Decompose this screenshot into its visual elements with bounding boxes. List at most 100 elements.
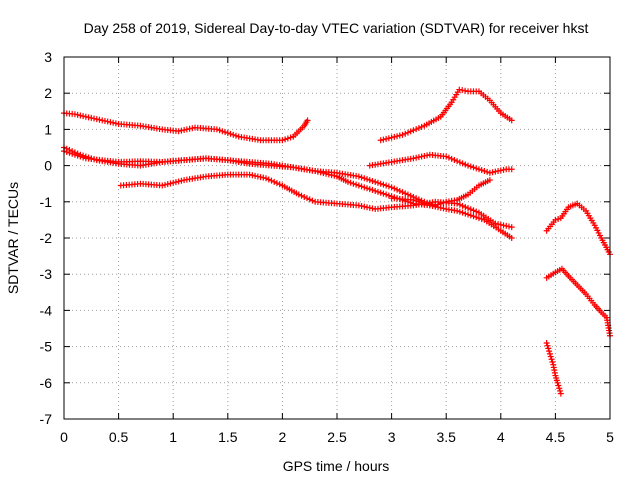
data-point	[462, 204, 469, 211]
chart-title: Day 258 of 2019, Sidereal Day-to-day VTE…	[84, 20, 589, 36]
x-tick-label: 0	[60, 429, 68, 445]
data-point	[492, 168, 499, 175]
data-point	[399, 131, 406, 138]
data-point	[213, 126, 220, 133]
data-point	[454, 158, 461, 165]
data-point	[96, 116, 103, 123]
data-point	[347, 179, 354, 186]
data-point	[355, 173, 362, 180]
data-point	[361, 203, 368, 210]
data-point	[557, 390, 564, 397]
data-point	[424, 152, 431, 159]
x-axis-label: GPS time / hours	[283, 458, 390, 474]
data-point	[304, 117, 311, 124]
data-point	[385, 192, 392, 199]
data-point	[484, 168, 491, 175]
data-point	[410, 127, 417, 134]
data-point	[385, 135, 392, 142]
data-point	[186, 125, 193, 132]
data-point	[358, 174, 365, 181]
data-point	[309, 197, 316, 204]
data-point	[366, 186, 373, 193]
data-point	[486, 169, 493, 176]
data-point	[394, 186, 401, 193]
data-point	[164, 181, 171, 188]
data-point	[475, 215, 482, 222]
data-point	[552, 216, 559, 223]
data-point	[451, 156, 458, 163]
data-point	[361, 175, 368, 182]
data-point	[227, 130, 234, 137]
data-point	[364, 176, 371, 183]
y-tick-label: -3	[40, 266, 53, 282]
data-point	[85, 154, 92, 161]
data-point	[80, 152, 87, 159]
x-tick-label: 2.5	[327, 429, 347, 445]
data-point	[366, 204, 373, 211]
y-axis-label: SDTVAR / TECUs	[5, 182, 21, 294]
data-point	[383, 135, 390, 142]
data-point	[232, 132, 239, 139]
data-point	[402, 190, 409, 197]
data-point	[369, 205, 376, 212]
data-point	[473, 214, 480, 221]
data-point	[230, 131, 237, 138]
data-point	[486, 177, 493, 184]
data-point	[478, 215, 485, 222]
data-point	[380, 181, 387, 188]
data-point	[467, 163, 474, 170]
data-point	[495, 168, 502, 175]
x-tick-label: 3.5	[436, 429, 456, 445]
data-point	[366, 177, 373, 184]
data-point	[432, 203, 439, 210]
data-point	[69, 148, 76, 155]
axis-ticks	[63, 56, 611, 420]
data-point	[445, 154, 452, 161]
data-point	[503, 222, 510, 229]
data-point	[391, 133, 398, 140]
data-point	[344, 178, 351, 185]
data-point	[355, 202, 362, 209]
data-point	[99, 117, 106, 124]
data-point	[91, 156, 98, 163]
data-point	[254, 173, 261, 180]
data-point	[282, 136, 289, 143]
data-point	[495, 221, 502, 228]
data-point	[80, 113, 87, 120]
data-point	[459, 202, 466, 209]
data-point	[413, 154, 420, 161]
data-point	[465, 162, 472, 169]
x-tick-label: 4	[497, 429, 505, 445]
data-point	[74, 150, 81, 157]
data-point	[543, 339, 550, 346]
data-point	[407, 128, 414, 135]
data-point	[475, 166, 482, 173]
data-point	[88, 114, 95, 121]
data-point	[279, 137, 286, 144]
data-point	[66, 146, 73, 153]
data-point	[369, 187, 376, 194]
data-point	[265, 176, 272, 183]
data-point	[555, 382, 562, 389]
data-point	[424, 201, 431, 208]
data-point	[252, 172, 259, 179]
data-point	[175, 178, 182, 185]
y-tick-label: -4	[40, 302, 53, 318]
data-point	[374, 188, 381, 195]
data-point	[257, 174, 264, 181]
data-point	[394, 133, 401, 140]
series-arc-i	[543, 200, 613, 258]
data-point	[396, 132, 403, 139]
y-tick-label: 1	[44, 121, 52, 137]
series-arc-a	[61, 110, 311, 144]
data-point	[374, 179, 381, 186]
y-tick-label: -2	[40, 230, 53, 246]
data-point	[271, 178, 278, 185]
data-point	[497, 221, 504, 228]
data-point	[500, 166, 507, 173]
data-point	[456, 201, 463, 208]
data-point	[413, 126, 420, 133]
data-point	[421, 200, 428, 207]
x-tick-label: 1	[169, 429, 177, 445]
data-point	[470, 164, 477, 171]
